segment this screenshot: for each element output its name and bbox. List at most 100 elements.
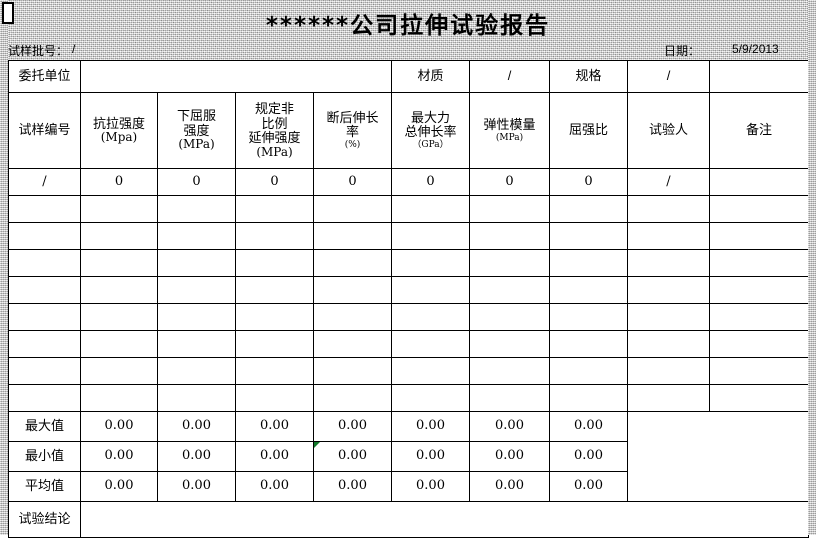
empty-cell[interactable] [235, 222, 314, 250]
cell-tester[interactable]: / [627, 168, 710, 196]
table-row[interactable] [8, 195, 809, 223]
empty-cell[interactable] [8, 384, 81, 412]
stat-cell[interactable]: 0.00 [549, 441, 628, 472]
stat-cell[interactable]: 0.00 [157, 471, 236, 502]
empty-cell[interactable] [313, 249, 392, 277]
empty-cell[interactable] [157, 330, 236, 358]
empty-cell[interactable] [549, 276, 628, 304]
empty-cell[interactable] [469, 330, 550, 358]
cell-yield-ratio[interactable]: 0 [549, 168, 628, 196]
empty-cell[interactable] [235, 357, 314, 385]
empty-cell[interactable] [549, 384, 628, 412]
empty-cell[interactable] [549, 222, 628, 250]
table-row[interactable] [8, 384, 809, 412]
cell-lower-yield[interactable]: 0 [157, 168, 236, 196]
empty-cell[interactable] [235, 276, 314, 304]
empty-cell[interactable] [157, 249, 236, 277]
date-value[interactable]: 5/9/2013 [732, 42, 779, 56]
empty-cell[interactable] [157, 384, 236, 412]
empty-cell[interactable] [80, 222, 158, 250]
empty-cell[interactable] [80, 276, 158, 304]
empty-cell[interactable] [235, 330, 314, 358]
empty-cell[interactable] [8, 222, 81, 250]
empty-cell[interactable] [235, 303, 314, 331]
empty-cell[interactable] [80, 303, 158, 331]
empty-cell[interactable] [391, 330, 470, 358]
empty-cell[interactable] [469, 276, 550, 304]
batch-value[interactable]: / [72, 42, 76, 56]
empty-cell[interactable] [313, 222, 392, 250]
empty-cell[interactable] [157, 222, 236, 250]
cell-tensile[interactable]: 0 [80, 168, 158, 196]
stat-cell[interactable]: 0.00 [391, 441, 470, 472]
empty-cell[interactable] [313, 303, 392, 331]
stat-cell[interactable]: 0.00 [313, 411, 392, 442]
left-row-header-gutter[interactable] [0, 0, 8, 535]
stat-cell[interactable]: 0.00 [235, 441, 314, 472]
active-cell-cursor[interactable] [2, 2, 14, 24]
empty-cell[interactable] [80, 357, 158, 385]
cell-proof[interactable]: 0 [235, 168, 314, 196]
table-row[interactable] [8, 249, 809, 277]
table-row[interactable] [8, 222, 809, 250]
empty-cell[interactable] [709, 303, 809, 331]
empty-cell[interactable] [8, 195, 81, 223]
empty-cell[interactable] [235, 249, 314, 277]
stat-cell[interactable]: 0.00 [80, 411, 158, 442]
empty-cell[interactable] [391, 249, 470, 277]
empty-cell[interactable] [549, 330, 628, 358]
empty-cell[interactable] [627, 384, 710, 412]
stat-cell[interactable]: 0.00 [391, 411, 470, 442]
empty-cell[interactable] [627, 195, 710, 223]
empty-cell[interactable] [313, 195, 392, 223]
stat-cell[interactable]: 0.00 [313, 441, 392, 472]
empty-cell[interactable] [8, 303, 81, 331]
empty-cell[interactable] [313, 276, 392, 304]
stat-cell[interactable]: 0.00 [235, 471, 314, 502]
empty-cell[interactable] [235, 195, 314, 223]
stat-cell[interactable]: 0.00 [469, 441, 550, 472]
stat-cell[interactable]: 0.00 [235, 411, 314, 442]
empty-cell[interactable] [157, 276, 236, 304]
table-row[interactable] [8, 330, 809, 358]
empty-cell[interactable] [391, 303, 470, 331]
stat-cell[interactable]: 0.00 [391, 471, 470, 502]
empty-cell[interactable] [313, 330, 392, 358]
cell-sample-no[interactable]: / [8, 168, 81, 196]
empty-cell[interactable] [549, 249, 628, 277]
cell-total-elong[interactable]: 0 [391, 168, 470, 196]
empty-cell[interactable] [313, 357, 392, 385]
table-row[interactable] [8, 303, 809, 331]
empty-cell[interactable] [549, 195, 628, 223]
cell-modulus[interactable]: 0 [469, 168, 550, 196]
empty-cell[interactable] [313, 384, 392, 412]
right-sheet-gutter[interactable] [808, 0, 816, 535]
table-row[interactable]: / 0 0 0 0 0 0 0 / [8, 168, 809, 196]
empty-cell[interactable] [709, 195, 809, 223]
empty-cell[interactable] [391, 195, 470, 223]
empty-cell[interactable] [627, 249, 710, 277]
empty-cell[interactable] [469, 357, 550, 385]
empty-cell[interactable] [709, 330, 809, 358]
table-row[interactable] [8, 357, 809, 385]
stat-cell[interactable]: 0.00 [549, 471, 628, 502]
empty-cell[interactable] [709, 249, 809, 277]
stat-cell[interactable]: 0.00 [549, 411, 628, 442]
empty-cell[interactable] [627, 222, 710, 250]
empty-cell[interactable] [391, 276, 470, 304]
empty-cell[interactable] [8, 276, 81, 304]
empty-rows-group[interactable] [8, 195, 809, 412]
empty-cell[interactable] [8, 357, 81, 385]
empty-cell[interactable] [709, 276, 809, 304]
empty-cell[interactable] [8, 330, 81, 358]
stat-cell[interactable]: 0.00 [157, 411, 236, 442]
empty-cell[interactable] [469, 303, 550, 331]
stat-cell[interactable]: 0.00 [469, 471, 550, 502]
empty-cell[interactable] [549, 303, 628, 331]
empty-cell[interactable] [391, 222, 470, 250]
stat-cell[interactable]: 0.00 [313, 471, 392, 502]
empty-cell[interactable] [469, 195, 550, 223]
empty-cell[interactable] [80, 249, 158, 277]
empty-cell[interactable] [627, 357, 710, 385]
empty-cell[interactable] [80, 384, 158, 412]
